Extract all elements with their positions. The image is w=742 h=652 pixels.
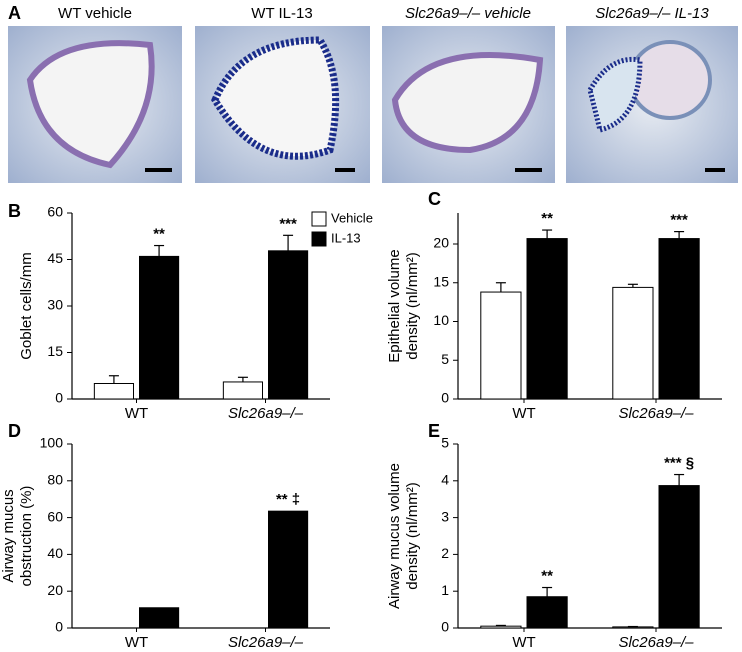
y-tick-label: 10 [433,312,449,328]
y-tick-label: 0 [55,619,63,635]
annotation: ** [541,567,553,584]
y-axis-label: Epithelial volume [386,249,403,362]
y-axis-label: obstruction (%) [18,486,35,587]
x-tick-label: WT [125,634,148,651]
bar [139,255,180,400]
x-tick-label: Slc26a9–/– [228,405,304,422]
x-tick-label: Slc26a9–/– [618,405,694,422]
bar [480,291,522,400]
y-tick-label: 60 [47,508,63,524]
y-tick-label: 40 [47,545,63,561]
annotation: ** ‡ [276,491,300,508]
y-tick-label: 1 [441,582,449,598]
y-axis-label: Airway mucus volume [386,463,403,609]
annotation: *** § [664,455,694,472]
x-tick-label: Slc26a9–/– [618,634,694,651]
y-tick-label: 15 [47,343,63,359]
x-tick-label: WT [512,634,535,651]
bar [268,510,309,629]
bar [526,238,568,400]
bar [93,383,134,400]
y-tick-label: 80 [47,472,63,488]
micrographs [8,26,738,183]
bar [658,485,700,629]
y-tick-label: 100 [40,435,64,451]
y-axis-label: Goblet cells/mm [18,252,35,360]
bar [612,286,654,400]
panel-letter: E [428,421,440,441]
y-tick-label: 2 [441,545,449,561]
y-tick-label: 0 [441,390,449,406]
y-tick-label: 30 [47,297,63,313]
image-label: Slc26a9–/– IL-13 [595,5,709,22]
y-tick-label: 0 [55,390,63,406]
legend-label: Vehicle [331,210,373,225]
y-tick-label: 5 [441,351,449,367]
legend-swatch [311,211,327,227]
y-tick-label: 20 [433,235,449,251]
y-tick-label: 4 [441,472,449,488]
x-tick-label: Slc26a9–/– [228,634,304,651]
panel-letter: A [8,3,21,23]
image-label: WT vehicle [58,5,132,22]
y-tick-label: 0 [441,619,449,635]
bar [139,607,180,629]
bar [658,238,700,400]
y-axis-label: density (nl/mm²) [404,252,421,360]
image-label: Slc26a9–/– vehicle [405,5,531,22]
y-tick-label: 15 [433,273,449,289]
bar [222,381,264,400]
image-label: WT IL-13 [251,5,312,22]
y-axis-label: density (nl/mm²) [404,482,421,590]
legend-swatch [311,231,327,247]
x-tick-label: WT [512,405,535,422]
panel-letter: D [8,421,21,441]
bar [480,625,522,629]
y-tick-label: 20 [47,582,63,598]
x-tick-label: WT [125,405,148,422]
panel-letter: B [8,201,21,221]
annotation: ** [541,210,553,227]
bar [526,596,568,629]
annotation: *** [670,212,688,229]
annotation: *** [279,215,297,232]
panel-letter: C [428,189,441,209]
legend-label: IL-13 [331,230,361,245]
y-tick-label: 5 [441,435,449,451]
y-tick-label: 3 [441,508,449,524]
bar [268,250,309,400]
y-tick-label: 60 [47,204,63,220]
annotation: ** [153,226,165,243]
y-tick-label: 45 [47,250,63,266]
y-axis-label: Airway mucus [0,489,17,582]
